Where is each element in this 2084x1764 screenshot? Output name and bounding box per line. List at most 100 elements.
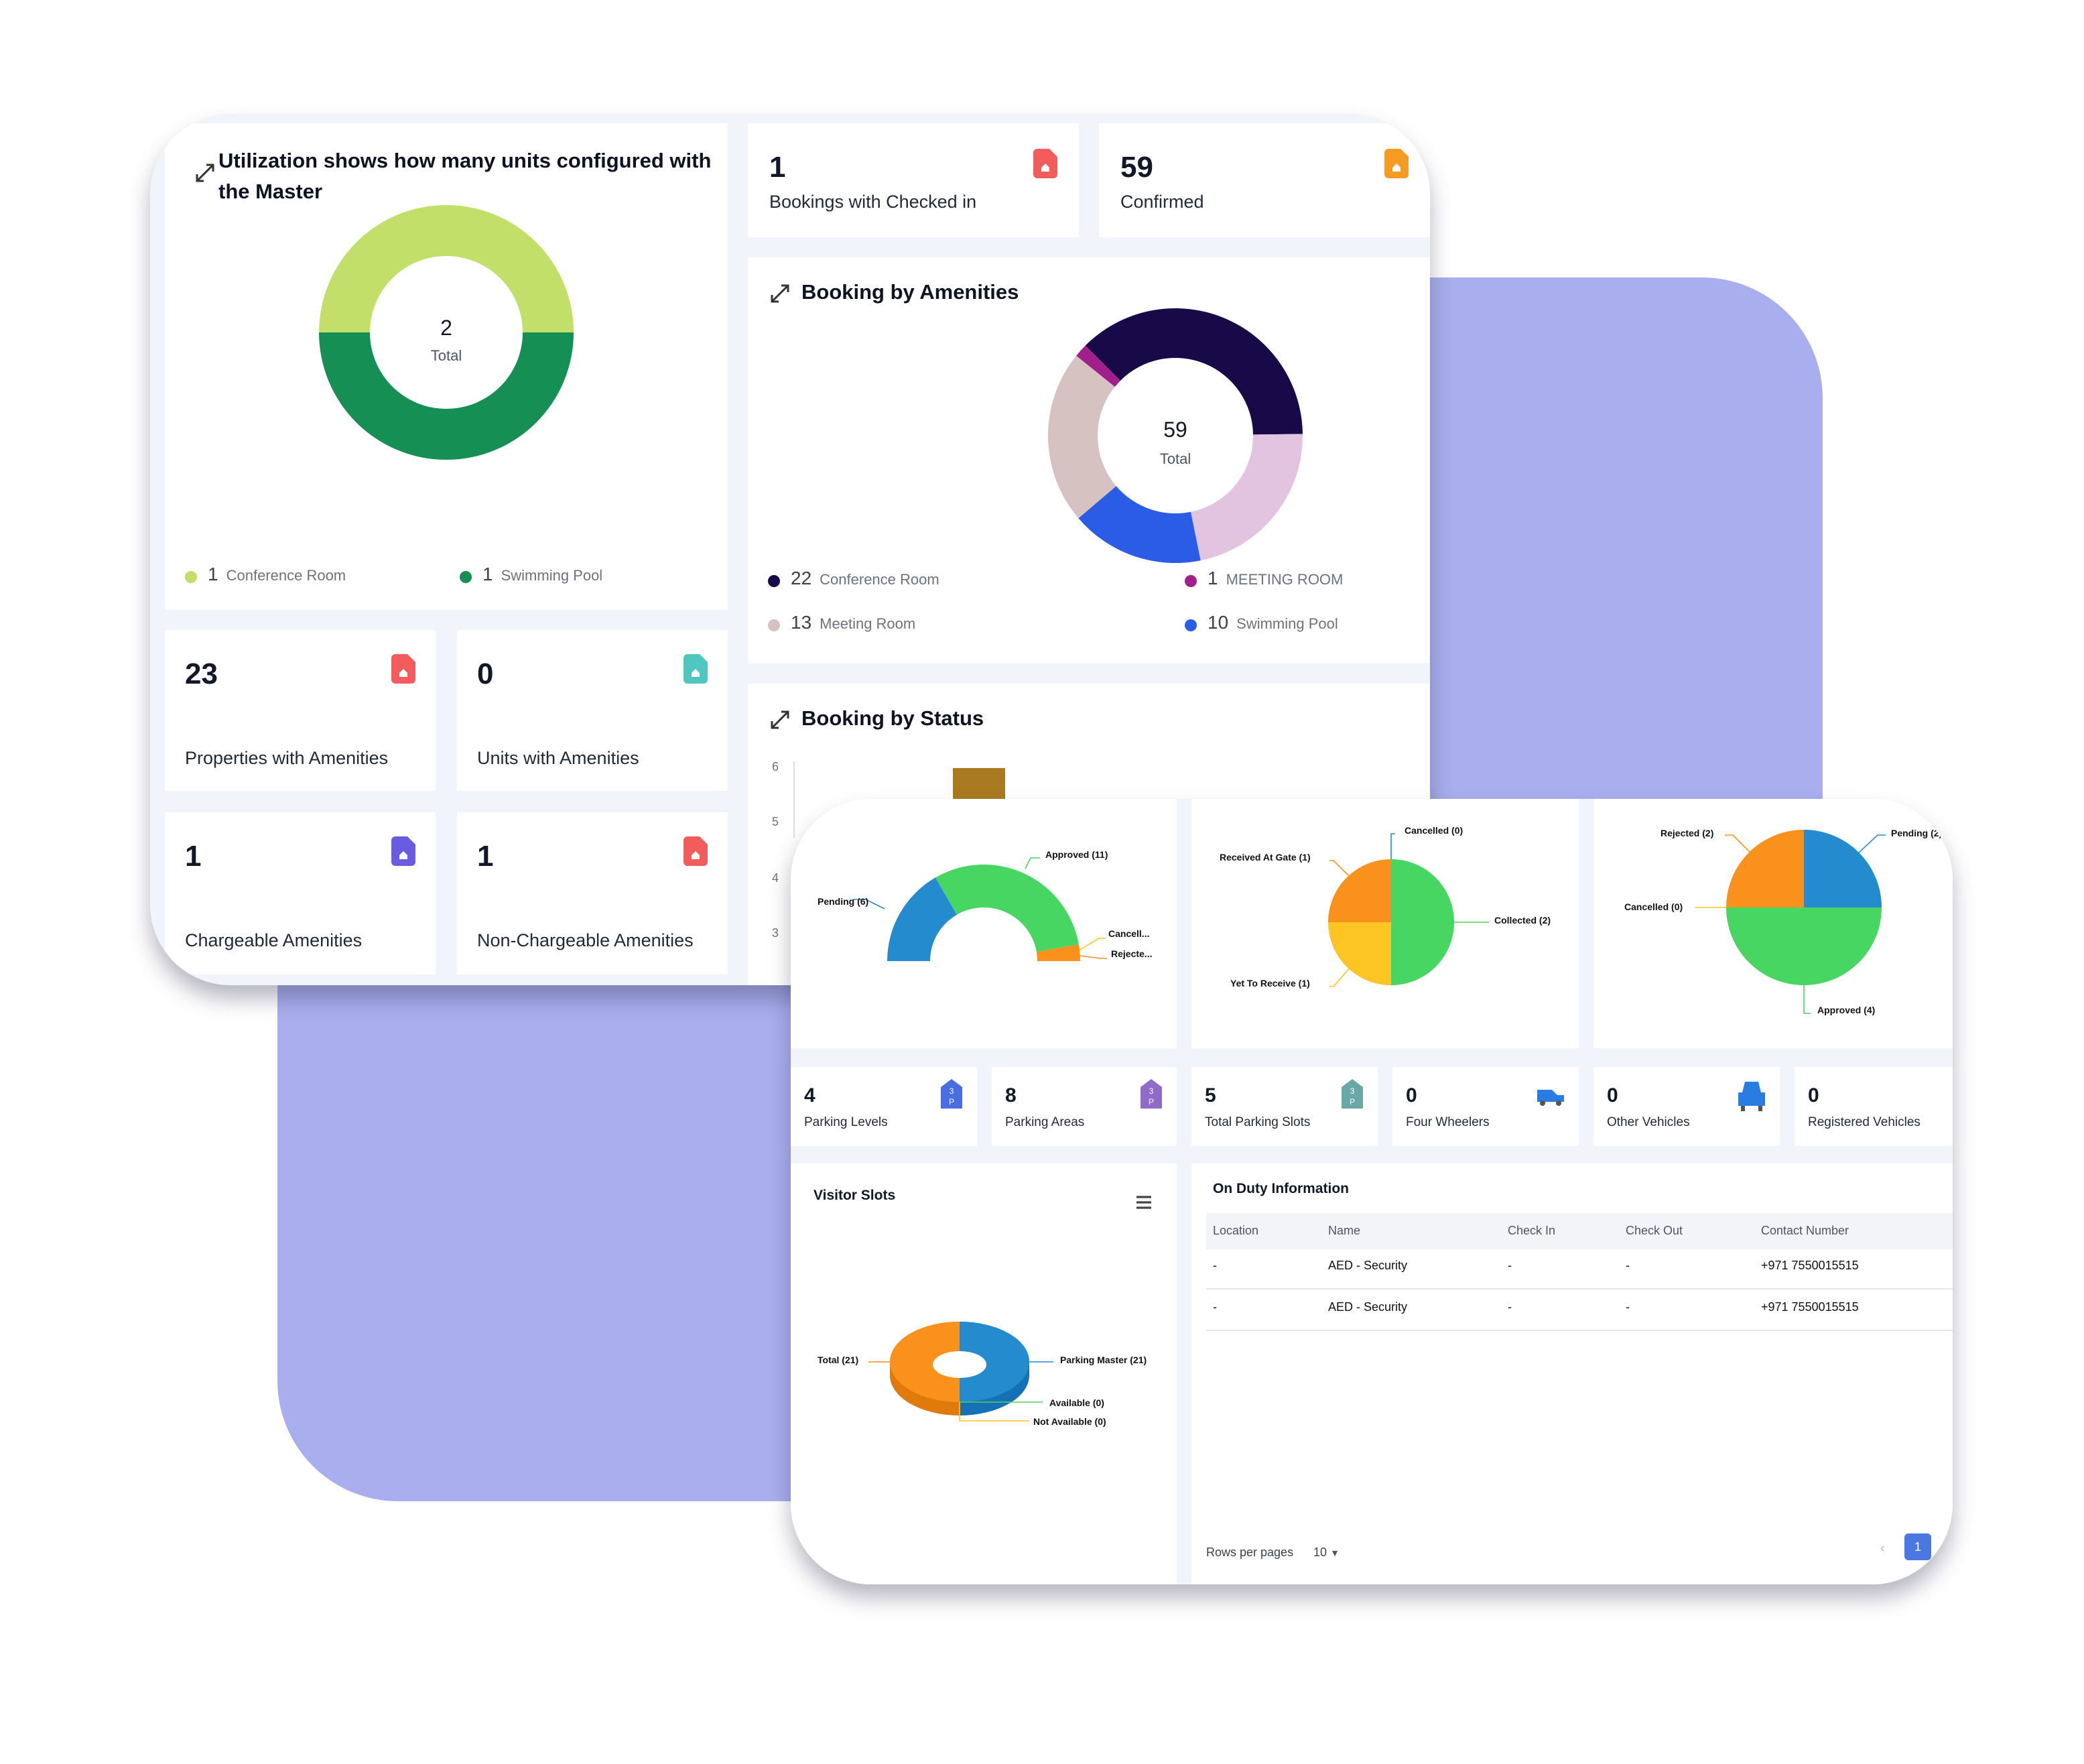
table-cell: AED - Security <box>1328 1259 1408 1272</box>
slice-label: Cancell... <box>1108 930 1150 940</box>
expand-icon[interactable] <box>771 284 789 303</box>
visitor-slots-card: Visitor Slots Total (21) Parking Master … <box>791 1163 1177 1584</box>
parking-stat-card[interactable]: 4 Parking Levels 3 P <box>791 1067 977 1146</box>
column-header[interactable]: Check Out <box>1626 1224 1683 1237</box>
utilization-total-label: Total <box>430 349 462 365</box>
donut-segment <box>319 204 574 332</box>
stat-label: Four Wheelers <box>1406 1115 1490 1130</box>
legend-item[interactable]: 13 Meeting Room <box>768 611 915 633</box>
amenities-total-label: Total <box>1159 452 1191 468</box>
column-header[interactable]: Location <box>1213 1224 1259 1237</box>
document-icon <box>683 654 708 684</box>
legend-item[interactable]: 1 MEETING ROOM <box>1185 567 1343 588</box>
pie-chart <box>1695 830 1886 1014</box>
utilization-total: 2 <box>440 318 452 340</box>
slice-label: Pending (2) <box>1891 830 1943 839</box>
pie-slice <box>1726 830 1804 907</box>
stat-value: 0 <box>1808 1084 1819 1107</box>
leader-line <box>959 1402 1029 1422</box>
leader-line <box>1857 834 1886 855</box>
stat-card-units[interactable]: 0 Units with Amenities <box>457 630 728 791</box>
parking-stat-card[interactable]: 5 Total Parking Slots 3 P <box>1191 1067 1378 1146</box>
slice-label: Yet To Receive (1) <box>1230 980 1310 989</box>
document-icon <box>1033 149 1057 178</box>
legend-dot <box>460 570 472 583</box>
document-icon <box>391 654 415 684</box>
document-icon <box>1384 149 1409 178</box>
document-icon <box>391 836 415 866</box>
donut-top-slice <box>890 1322 960 1402</box>
on-duty-card: On Duty Information Location Name Check In… <box>1191 1163 1953 1584</box>
menu-icon[interactable] <box>1136 1196 1151 1209</box>
expand-icon[interactable] <box>771 710 789 729</box>
rows-per-page-label: Rows per pages <box>1206 1546 1294 1559</box>
table-header <box>1206 1213 1953 1249</box>
svg-text:P: P <box>949 1097 954 1107</box>
rows-per-page-select[interactable]: 10 ▼ <box>1313 1546 1340 1559</box>
slice-label: Not Available (0) <box>1033 1418 1106 1428</box>
page-1-button[interactable]: 1 <box>1904 1533 1931 1560</box>
table-cell: - <box>1626 1300 1630 1314</box>
prev-page-icon[interactable]: ‹ <box>1880 1541 1885 1556</box>
pie-slice <box>1328 922 1391 985</box>
y-tick: 5 <box>772 815 779 828</box>
stat-label: Chargeable Amenities <box>185 930 363 950</box>
pie-slice <box>1804 830 1882 907</box>
leader-line <box>1725 834 1752 855</box>
column-header[interactable]: Name <box>1328 1224 1361 1237</box>
column-header[interactable]: Check In <box>1508 1224 1556 1237</box>
svg-text:P: P <box>1149 1097 1154 1107</box>
utilization-donut <box>319 204 574 460</box>
parking-dashboard-panel: Approved (11) Pending (6) Cancell... Rej… <box>791 799 1953 1584</box>
pie-chart <box>1328 833 1489 987</box>
card-title: Visitor Slots <box>813 1188 896 1204</box>
stat-card-confirmed[interactable]: 59 Confirmed <box>1099 123 1430 237</box>
table-cell: AED - Security <box>1328 1300 1408 1314</box>
leader-line <box>1078 938 1106 951</box>
parking-stat-card[interactable]: 0 Four Wheelers <box>1392 1067 1579 1146</box>
parking-stat-card[interactable]: 0 Other Vehicles <box>1593 1067 1780 1146</box>
y-tick: 3 <box>772 926 779 940</box>
donut-hole <box>933 1351 986 1378</box>
parking-stat-card[interactable]: 0 Registered Vehicles <box>1795 1067 1953 1146</box>
semi-donut-segment <box>935 865 1079 952</box>
car-front-icon <box>1738 1082 1765 1111</box>
stat-value: 23 <box>185 657 218 690</box>
stat-label: Parking Levels <box>804 1115 888 1130</box>
stat-value: 1 <box>185 839 202 873</box>
donut-segment <box>319 332 574 460</box>
stat-label: Properties with Amenities <box>185 748 389 768</box>
stat-card-non-chargeable[interactable]: 1 Non-Chargeable Amenities <box>457 812 728 974</box>
stat-card-chargeable[interactable]: 1 Chargeable Amenities <box>165 812 436 974</box>
column-header[interactable]: Contact Number <box>1761 1224 1849 1237</box>
slice-label: Received At Gate (1) <box>1220 854 1311 863</box>
legend-item[interactable]: 1 Conference Room <box>185 563 346 584</box>
utilization-title: Utilization shows how many units configu… <box>218 150 712 204</box>
parking-building-icon: 3P <box>1342 1079 1363 1109</box>
booking-status-semi-donut-card: Approved (11) Pending (6) Cancell... Rej… <box>791 799 1177 1048</box>
legend-dot <box>185 570 197 583</box>
legend-item[interactable]: 22 Conference Room <box>768 567 939 588</box>
leader-line <box>852 899 885 909</box>
legend-item[interactable]: 10 Swimming Pool <box>1185 611 1338 633</box>
svg-text:3: 3 <box>950 1086 954 1096</box>
expand-icon[interactable] <box>196 164 214 182</box>
3d-donut-chart <box>868 1322 1053 1422</box>
pie-slice <box>1328 859 1391 922</box>
legend-item[interactable]: 1 Swimming Pool <box>460 563 602 584</box>
row-divider <box>1206 1288 1953 1289</box>
slice-label: Total (21) <box>818 1357 859 1366</box>
parking-stat-card[interactable]: 8 Parking Areas 3 P <box>992 1067 1177 1146</box>
collection-status-pie-card: Cancelled (0) Received At Gate (1) Colle… <box>1191 799 1579 1048</box>
slice-label: Parking Master (21) <box>1060 1357 1147 1366</box>
stat-value: 4 <box>804 1084 816 1107</box>
stat-value: 0 <box>1607 1084 1618 1107</box>
slice-label: Approved (4) <box>1817 1007 1876 1016</box>
slice-label: Cancelled (0) <box>1405 827 1463 836</box>
leader-line <box>1329 860 1350 877</box>
table-cell: - <box>1213 1259 1217 1272</box>
stat-card-properties[interactable]: 23 Properties with Amenities <box>165 630 436 791</box>
stat-card-checked-in[interactable]: 1 Bookings with Checked in <box>748 123 1079 237</box>
slice-label: Rejected (2) <box>1660 830 1714 839</box>
pie-slice <box>1726 907 1882 985</box>
